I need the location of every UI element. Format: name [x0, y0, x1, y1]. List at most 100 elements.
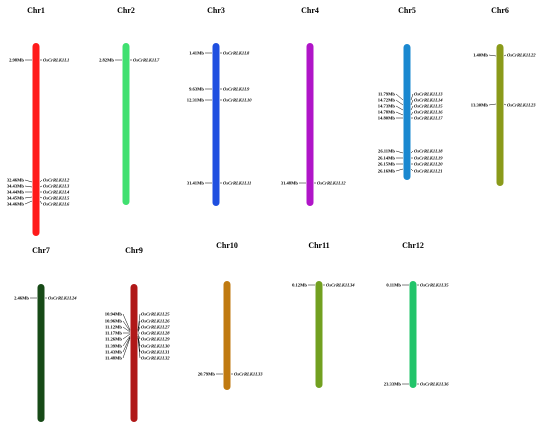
chromosome-bar — [37, 284, 45, 422]
gene-connector-left — [24, 196, 33, 199]
gene-name-label: OsCrRLK1L31 — [141, 350, 170, 355]
gene-position-label: 11.26Mb — [105, 337, 122, 342]
gene-position-label: 14.72Mb — [378, 98, 396, 103]
gene-marker-oscrrlk1l18: 26.11Mb OsCrRLK1L18 — [378, 149, 443, 154]
gene-marker-oscrrlk1l3: 34.43Mb OsCrRLK1L3 — [7, 184, 70, 189]
gene-position-label: 34.45Mb — [7, 196, 25, 201]
gene-position-label: 34.46Mb — [7, 202, 25, 207]
chromosome-title: Chr3 — [207, 6, 225, 15]
gene-marker-oscrrlk1l28: 11.17Mb OsCrRLK1L28 — [105, 331, 170, 336]
gene-connector-left — [395, 111, 404, 116]
gene-marker-oscrrlk1l6: 34.46Mb OsCrRLK1L6 — [7, 200, 70, 207]
chromosome-chr11: Chr11 0.12Mb OsCrRLK1L34 — [292, 241, 355, 388]
gene-marker-oscrrlk1l32: 11.48Mb OsCrRLK1L32 — [105, 337, 170, 361]
chromosome-title: Chr11 — [308, 241, 329, 250]
chromosome-title: Chr12 — [402, 241, 424, 250]
gene-name-label: OsCrRLK1L4 — [43, 190, 70, 195]
gene-position-label: 2.46Mb — [14, 296, 29, 301]
gene-position-label: 0.12Mb — [292, 283, 307, 288]
gene-connector-left — [488, 103, 497, 106]
gene-position-label: 14.80Mb — [378, 116, 396, 121]
gene-position-label: 26.16Mb — [378, 169, 396, 174]
gene-marker-oscrrlk1l15: 14.73Mb OsCrRLK1L15 — [378, 104, 443, 111]
chromosome-chr2: Chr2 2.82Mb OsCrRLK1L7 — [99, 6, 160, 205]
gene-name-label: OsCrRLK1L5 — [43, 196, 70, 201]
gene-position-label: 31.48Mb — [281, 181, 299, 186]
gene-name-label: OsCrRLK1L33 — [234, 372, 263, 377]
gene-name-label: OsCrRLK1L30 — [141, 344, 170, 349]
chromosome-title: Chr5 — [398, 6, 416, 15]
chromosome-bar — [306, 43, 314, 206]
gene-connector-left — [488, 54, 497, 57]
chromosome-chr4: Chr4 31.48Mb OsCrRLK1L12 — [281, 6, 347, 206]
gene-position-label: 1.40Mb — [473, 53, 488, 58]
chromosome-title: Chr2 — [117, 6, 135, 15]
gene-name-label: OsCrRLK1L34 — [326, 283, 355, 288]
gene-marker-oscrrlk1l24: 2.46Mb OsCrRLK1L24 — [14, 296, 77, 301]
chromosome-bar — [212, 43, 220, 206]
gene-marker-oscrrlk1l13: 11.79Mb OsCrRLK1L13 — [378, 92, 443, 101]
gene-name-label: OsCrRLK1L32 — [141, 356, 170, 361]
gene-marker-oscrrlk1l27: 11.12Mb OsCrRLK1L27 — [105, 325, 170, 333]
chromosome-title: Chr7 — [32, 246, 50, 255]
gene-name-label: OsCrRLK1L23 — [507, 103, 536, 108]
gene-connector-left — [122, 320, 131, 332]
gene-connector-left — [395, 168, 404, 172]
gene-connector-left — [24, 185, 33, 188]
gene-name-label: OsCrRLK1L10 — [223, 98, 252, 103]
gene-position-label: 20.79Mb — [198, 372, 216, 377]
gene-connector-right — [39, 179, 43, 183]
gene-position-label: 2.98Mb — [9, 58, 24, 63]
chromosome-bar — [122, 43, 130, 205]
gene-position-label: 0.11Mb — [386, 283, 401, 288]
gene-name-label: OsCrRLK1L21 — [414, 169, 443, 174]
gene-name-label: OsCrRLK1L25 — [141, 312, 170, 317]
gene-name-label: OsCrRLK1L17 — [414, 116, 443, 121]
gene-marker-oscrrlk1l26: 10.96Mb OsCrRLK1L26 — [105, 319, 170, 332]
gene-marker-oscrrlk1l12: 31.48Mb OsCrRLK1L12 — [281, 181, 347, 186]
gene-connector-right — [410, 99, 414, 106]
gene-position-label: 14.78Mb — [378, 110, 396, 115]
gene-marker-oscrrlk1l33: 20.79Mb OsCrRLK1L33 — [198, 372, 264, 377]
gene-name-label: OsCrRLK1L2 — [43, 178, 70, 183]
gene-name-label: OsCrRLK1L7 — [133, 58, 160, 63]
gene-name-label: OsCrRLK1L18 — [414, 149, 443, 154]
gene-name-label: OsCrRLK1L16 — [414, 110, 443, 115]
gene-position-label: 11.48Mb — [105, 356, 122, 361]
gene-connector-left — [122, 337, 131, 359]
gene-marker-oscrrlk1l20: 26.15Mb OsCrRLK1L20 — [378, 162, 444, 167]
gene-position-label: 26.14Mb — [378, 156, 396, 161]
gene-name-label: OsCrRLK1L36 — [420, 382, 449, 387]
chromosome-chr5: Chr5 11.79Mb OsCrRLK1L13 14.72Mb OsCrRLK1L14… — [378, 6, 444, 180]
gene-marker-oscrrlk1l34: 0.12Mb OsCrRLK1L34 — [292, 283, 355, 288]
gene-connector-left — [395, 150, 404, 154]
chromosome-chr3: Chr3 1.41Mb OsCrRLK1L8 9.63Mb OsCrRLK1L9 12.3… — [187, 6, 252, 206]
gene-position-label: 14.73Mb — [378, 104, 396, 109]
gene-name-label: OsCrRLK1L6 — [43, 202, 70, 207]
gene-marker-oscrrlk1l35: 0.11Mb OsCrRLK1L35 — [386, 283, 449, 288]
gene-connector-right — [137, 333, 141, 340]
gene-name-label: OsCrRLK1L19 — [414, 156, 443, 161]
gene-name-label: OsCrRLK1L27 — [141, 325, 170, 330]
gene-position-label: 31.41Mb — [187, 181, 205, 186]
chromosome-bar — [130, 284, 138, 422]
gene-position-label: 1.41Mb — [189, 51, 204, 56]
gene-name-label: OsCrRLK1L22 — [507, 53, 536, 58]
gene-marker-oscrrlk1l8: 1.41Mb OsCrRLK1L8 — [189, 51, 250, 56]
chromosome-bar — [223, 281, 231, 390]
gene-position-label: 11.17Mb — [105, 331, 122, 336]
gene-position-label: 23.33Mb — [384, 382, 402, 387]
chromosome-chr10: Chr10 20.79Mb OsCrRLK1L33 — [198, 241, 264, 390]
gene-position-label: 12.31Mb — [187, 98, 205, 103]
gene-connector-right — [39, 196, 43, 199]
chromosome-bar — [496, 44, 504, 186]
gene-position-label: 26.15Mb — [378, 162, 396, 167]
gene-name-label: OsCrRLK1L26 — [141, 319, 170, 324]
gene-marker-oscrrlk1l4: 34.44Mb OsCrRLK1L4 — [7, 190, 70, 195]
gene-connector-right — [410, 168, 414, 172]
gene-connector-right — [137, 320, 141, 332]
gene-connector-left — [395, 99, 404, 106]
chromosome-title: Chr6 — [491, 6, 509, 15]
gene-connector-left — [122, 333, 131, 340]
